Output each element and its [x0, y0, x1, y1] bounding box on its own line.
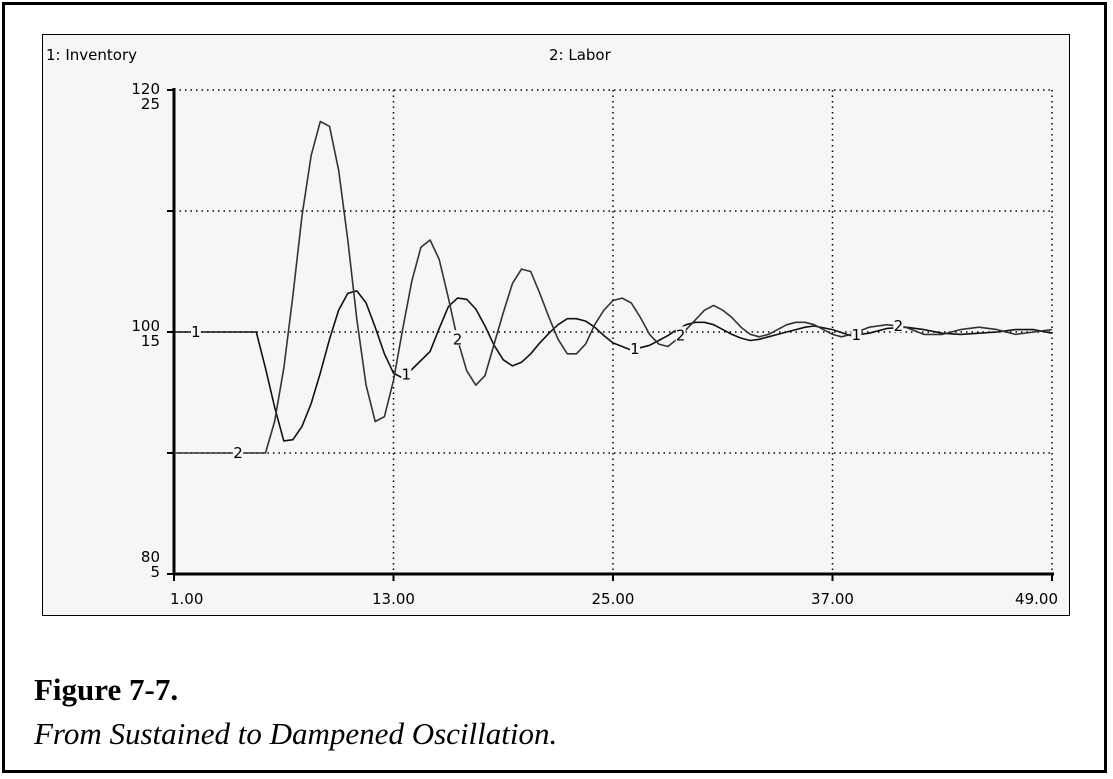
- series-marker-bg: [233, 444, 244, 459]
- x-tick-label: 1.00: [170, 590, 203, 608]
- series-marker-2: 2: [894, 317, 904, 335]
- series-marker-bg: [190, 323, 201, 338]
- x-tick-label: 13.00: [372, 590, 415, 608]
- series-marker-bg: [401, 365, 412, 381]
- series-marker-1: 1: [630, 340, 640, 358]
- y2-tick-label: 25: [141, 95, 160, 113]
- series-marker-bg: [893, 317, 904, 333]
- x-tick-label: 37.00: [811, 590, 854, 608]
- x-tick-label: 25.00: [592, 590, 635, 608]
- series-marker-bg: [629, 340, 640, 356]
- series-marker-2: 2: [233, 444, 243, 462]
- x-tick-label: 49.00: [1015, 590, 1058, 608]
- y2-tick-label: 15: [141, 332, 160, 350]
- series-marker-bg: [851, 325, 862, 341]
- series-line-2: [174, 120, 1053, 454]
- y1-tick-label: 80: [141, 548, 160, 566]
- series-marker-1: 1: [402, 366, 412, 384]
- legend-series-1: 1: Inventory: [46, 46, 138, 64]
- y1-tick-label: 100: [131, 317, 160, 335]
- y1-tick-label: 120: [131, 80, 160, 98]
- y2-tick-label: 5: [150, 563, 160, 581]
- series-marker-2: 2: [453, 330, 463, 348]
- series-marker-bg: [675, 326, 686, 342]
- series-marker-2: 2: [676, 326, 686, 344]
- figure-title: Figure 7-7.: [34, 672, 179, 707]
- figure-subtitle: From Sustained to Dampened Oscillation.: [34, 716, 558, 751]
- legend-series-2: 2: Labor: [549, 46, 611, 64]
- series-marker-1: 1: [191, 323, 201, 341]
- series-line-1: [174, 290, 1053, 442]
- series-marker-bg: [452, 330, 463, 346]
- series-marker-1: 1: [852, 326, 862, 344]
